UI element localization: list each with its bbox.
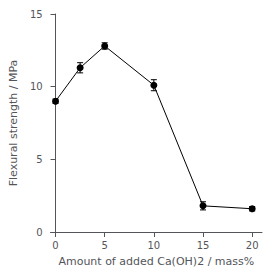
svg-text:Amount of added Ca(OH)2 / mass: Amount of added Ca(OH)2 / mass% (58, 255, 254, 268)
svg-text:0: 0 (36, 227, 42, 238)
svg-text:5: 5 (102, 240, 108, 251)
svg-text:10: 10 (30, 81, 43, 92)
svg-text:5: 5 (36, 154, 42, 165)
svg-text:15: 15 (30, 9, 43, 20)
svg-text:15: 15 (197, 240, 210, 251)
svg-text:Flexural strength / MPa: Flexural strength / MPa (7, 60, 20, 187)
svg-text:20: 20 (246, 240, 259, 251)
svg-text:10: 10 (147, 240, 160, 251)
svg-text:0: 0 (52, 240, 58, 251)
